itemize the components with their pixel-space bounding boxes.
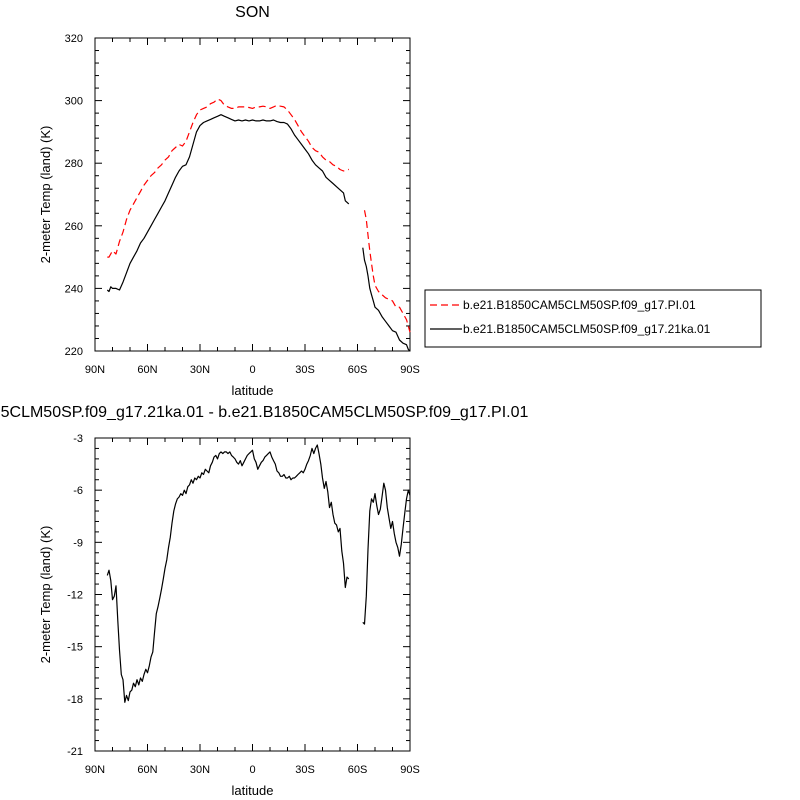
- y-tick-label: -15: [67, 642, 83, 654]
- legend-label: b.e21.B1850CAM5CLM50SP.f09_g17.PI.01: [463, 298, 696, 312]
- plot-frame: [94, 437, 411, 752]
- x-tick-label: 90S: [400, 764, 420, 776]
- legend-label: b.e21.B1850CAM5CLM50SP.f09_g17.21ka.01: [463, 322, 711, 336]
- series-line: [362, 482, 411, 625]
- x-tick-label: 60S: [348, 764, 368, 776]
- chart-title: AM5CLM50SP.f09_g17.21ka.01 - b.e21.B1850…: [0, 404, 528, 421]
- chart-title: SON: [235, 4, 270, 21]
- x-tick-label: 90N: [85, 764, 105, 776]
- y-tick-label: 300: [65, 96, 83, 108]
- legend: b.e21.B1850CAM5CLM50SP.f09_g17.PI.01 b.e2…: [424, 289, 762, 348]
- panel-bottom: AM5CLM50SP.f09_g17.21ka.01 - b.e21.B1850…: [0, 404, 528, 798]
- y-tick-label: 280: [65, 158, 83, 170]
- series-line: [107, 98, 349, 258]
- x-tick-label: 0: [249, 364, 255, 376]
- x-tick-label: 90S: [400, 364, 420, 376]
- y-tick-label: 220: [65, 346, 83, 358]
- y-tick-label: -21: [67, 746, 83, 758]
- series-line: [106, 444, 350, 703]
- x-tick-label: 30N: [190, 364, 210, 376]
- y-tick-label: -12: [67, 590, 83, 602]
- x-tick-label: 0: [249, 764, 255, 776]
- x-axis-title: latitude: [232, 783, 274, 798]
- y-tick-label: 240: [65, 283, 83, 295]
- y-axis-title: 2-meter Temp (land) (K): [38, 526, 53, 664]
- y-tick-label: -9: [73, 537, 83, 549]
- panel-top: SON 90N 60N 30N 0 30S 60S 90S 220 240 260 280 300 320…: [38, 4, 420, 398]
- x-tick-label: 60S: [348, 364, 368, 376]
- plot-frame: [94, 37, 411, 352]
- y-tick-label: -18: [67, 694, 83, 706]
- x-tick-label: 60N: [137, 764, 157, 776]
- x-tick-label: 90N: [85, 364, 105, 376]
- x-tick-label: 30S: [295, 364, 315, 376]
- legend-box: [424, 289, 762, 348]
- y-axis-title: 2-meter Temp (land) (K): [38, 126, 53, 264]
- series-line: [363, 210, 411, 333]
- x-tick-label: 60N: [137, 364, 157, 376]
- x-tick-label: 30N: [190, 764, 210, 776]
- y-tick-label: 260: [65, 221, 83, 233]
- series-line: [362, 247, 411, 352]
- x-tick-label: 30S: [295, 764, 315, 776]
- x-axis-title: latitude: [232, 383, 274, 398]
- y-tick-label: -6: [73, 485, 83, 497]
- y-tick-label: -3: [73, 433, 83, 445]
- series-line: [106, 114, 350, 293]
- y-tick-label: 320: [65, 33, 83, 45]
